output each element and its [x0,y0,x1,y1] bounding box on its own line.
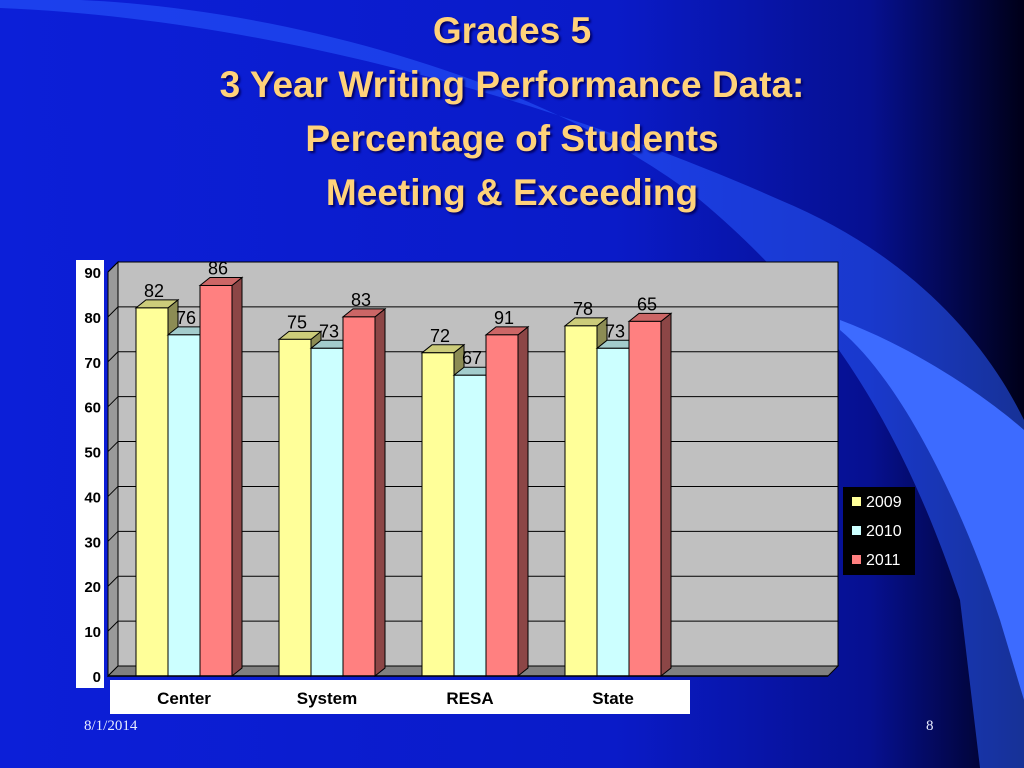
bar-front [342,316,376,677]
y-tick-label: 30 [84,534,101,551]
data-label: 76 [176,308,196,328]
x-tick-label: RESA [446,689,493,708]
title-line-2: 3 Year Writing Performance Data: [219,64,805,105]
y-tick-label: 50 [84,445,101,462]
gridline-side [107,306,119,318]
chart-side-wall [107,260,119,678]
gridline-side [107,351,119,363]
y-tick-label: 70 [84,355,101,372]
bar-front [453,374,487,677]
bar-front [421,352,455,677]
y-tick-label: 0 [93,669,101,686]
bar-front [135,307,169,677]
legend-swatch-2011 [852,555,861,564]
data-label: 65 [637,294,657,314]
data-label: 73 [605,321,625,341]
data-label: 72 [430,326,450,346]
footer-date: 8/1/2014 [84,718,138,734]
slide-title: Grades 5 3 Year Writing Performance Data… [0,4,1024,220]
x-tick-label: Center [157,689,211,708]
bar-resa-2011 [484,325,530,678]
x-tick-label: State [592,689,634,708]
y-tick-label: 20 [84,579,101,596]
bar-front [278,338,312,677]
title-line-4: Meeting & Exceeding [325,172,699,213]
bar-system-2011 [341,307,387,678]
bar-front [167,334,201,677]
bar-front [628,320,662,677]
data-label: 91 [494,308,514,328]
title-line-1: Grades 5 [432,10,592,51]
bar-front [564,325,598,677]
gridline-side [107,396,119,408]
bar-side [231,276,243,678]
data-label: 82 [144,281,164,301]
data-label: 86 [208,258,228,278]
bar-side [517,325,529,678]
data-label: 78 [573,299,593,319]
y-axis-label-strip [76,260,104,688]
gridline-side [107,575,119,587]
title-line-3: Percentage of Students [305,118,719,159]
bar-center-2011 [198,276,244,678]
bar-side [660,312,672,678]
data-label: 67 [462,348,482,368]
gridline-side [107,620,119,632]
bar-front [596,347,630,677]
legend-entry-2009: 2009 [866,494,902,511]
data-label: 83 [351,290,371,310]
bar-front [199,284,233,677]
y-tick-label: 60 [84,400,101,417]
legend-swatch-2010 [852,526,861,535]
gridline-side [107,530,119,542]
x-axis-label-strip [110,680,690,714]
chart-legend: 2009 2010 2011 [843,487,915,575]
y-tick-label: 10 [84,624,101,641]
legend-swatch-2009 [852,497,861,506]
legend-entry-2011: 2011 [866,552,901,569]
gridline-side [107,261,119,273]
y-tick-label: 90 [84,265,101,282]
y-tick-label: 40 [84,489,101,506]
gridline-side [107,441,119,452]
bar-side [374,307,386,678]
gridline-side [107,486,119,497]
bar-front [310,347,344,677]
bar-state-2011 [627,312,673,678]
page-number: 8 [926,718,934,734]
data-label: 73 [319,321,339,341]
x-tick-label: System [297,689,357,708]
bar-front [485,334,519,677]
y-tick-label: 80 [84,310,101,327]
data-label: 75 [287,312,307,332]
legend-entry-2010: 2010 [866,523,902,540]
